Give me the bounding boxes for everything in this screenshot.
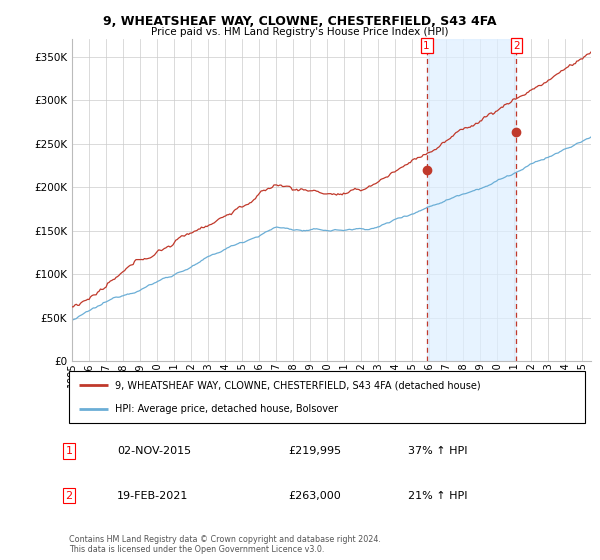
FancyBboxPatch shape [69,371,585,423]
Text: 9, WHEATSHEAF WAY, CLOWNE, CHESTERFIELD, S43 4FA (detached house): 9, WHEATSHEAF WAY, CLOWNE, CHESTERFIELD,… [115,380,481,390]
Text: HPI: Average price, detached house, Bolsover: HPI: Average price, detached house, Bols… [115,404,338,414]
Text: 2: 2 [65,491,73,501]
Text: Price paid vs. HM Land Registry's House Price Index (HPI): Price paid vs. HM Land Registry's House … [151,27,449,37]
Text: Contains HM Land Registry data © Crown copyright and database right 2024.
This d: Contains HM Land Registry data © Crown c… [69,535,381,554]
Text: £219,995: £219,995 [288,446,341,456]
Text: 21% ↑ HPI: 21% ↑ HPI [408,491,467,501]
Text: 19-FEB-2021: 19-FEB-2021 [117,491,188,501]
Text: 37% ↑ HPI: 37% ↑ HPI [408,446,467,456]
Text: 2: 2 [513,41,520,51]
Text: £263,000: £263,000 [288,491,341,501]
Text: 02-NOV-2015: 02-NOV-2015 [117,446,191,456]
Text: 9, WHEATSHEAF WAY, CLOWNE, CHESTERFIELD, S43 4FA: 9, WHEATSHEAF WAY, CLOWNE, CHESTERFIELD,… [103,15,497,28]
Text: 1: 1 [65,446,73,456]
Text: 1: 1 [424,41,430,51]
Bar [427,39,517,361]
